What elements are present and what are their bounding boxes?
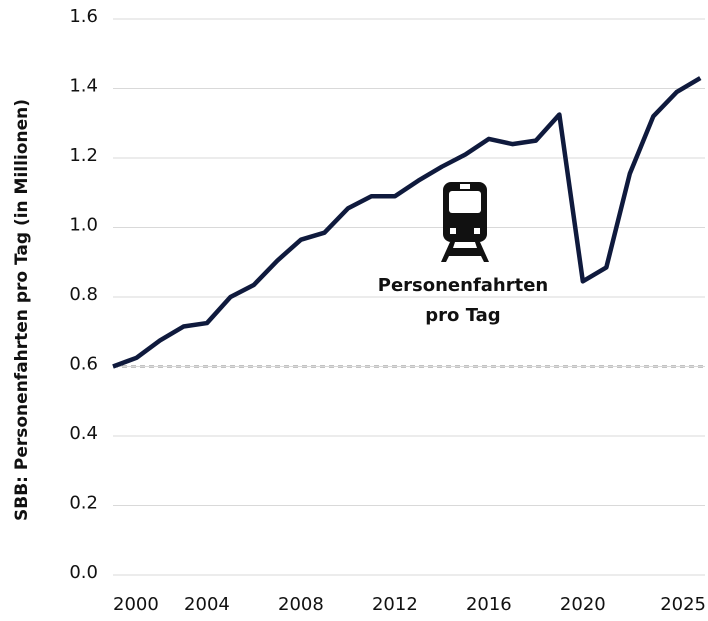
y-tick-label: 0.2 (69, 493, 98, 514)
x-tick-label: 2016 (466, 594, 512, 615)
annotation: pro Tag (425, 305, 500, 326)
y-tick-label: 1.2 (69, 145, 98, 166)
y-tick-label: 0.4 (69, 423, 98, 444)
x-tick-label: 2012 (372, 594, 418, 615)
train-icon (441, 182, 489, 262)
y-tick-label: 0.6 (69, 354, 98, 375)
y-tick-label: 1.0 (69, 215, 98, 236)
x-tick-label: 2025 (660, 594, 706, 615)
y-tick-label: 1.6 (69, 6, 98, 27)
y-axis-label: SBB: Personenfahrten pro Tag (in Million… (12, 99, 32, 521)
x-tick-label: 2008 (278, 594, 324, 615)
data-line (112, 76, 702, 369)
x-tick-label: 2020 (560, 594, 606, 615)
y-tick-label: 0.0 (69, 562, 98, 583)
annotation: Personenfahrten (378, 275, 549, 296)
y-tick-label: 1.4 (69, 76, 98, 97)
x-tick-label: 2000 (113, 594, 159, 615)
x-tick-label: 2004 (184, 594, 230, 615)
y-tick-label: 0.8 (69, 284, 98, 305)
